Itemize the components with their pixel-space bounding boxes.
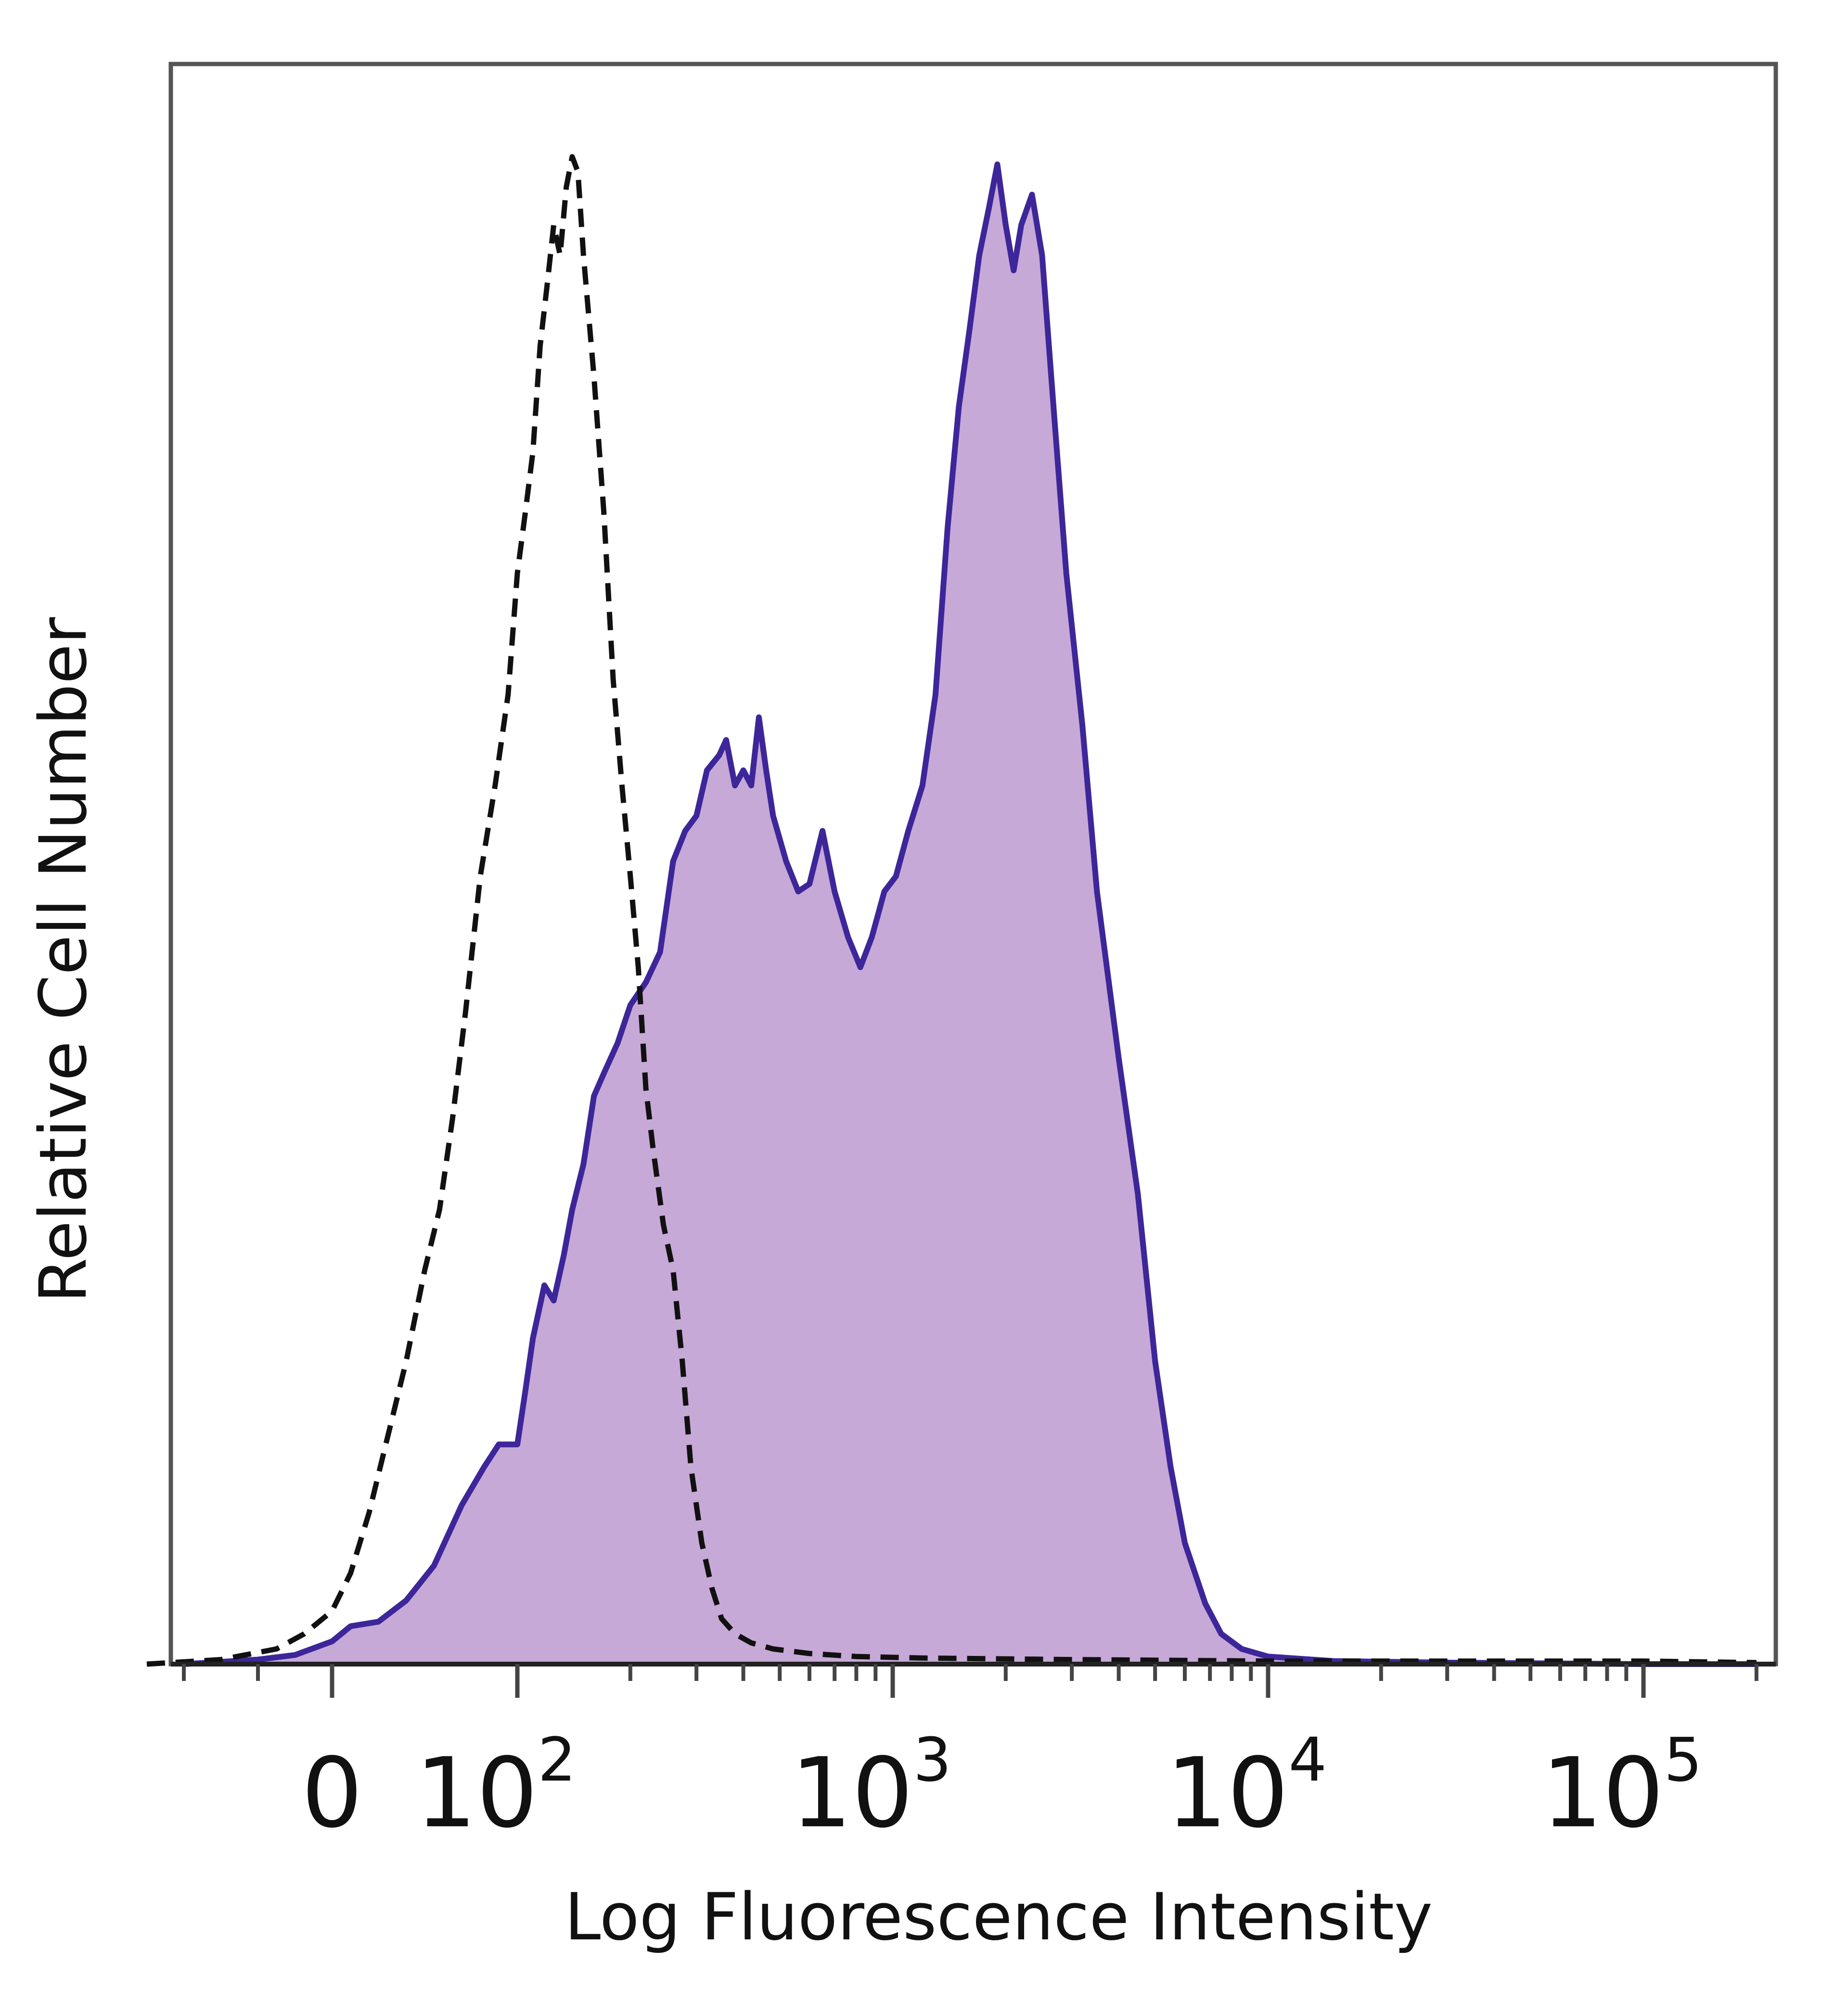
control-histogram-line: [146, 154, 1757, 1667]
y-axis-title: Relative Cell Number: [26, 617, 101, 1303]
x-tick-label: 105: [1541, 1725, 1702, 1849]
x-tick-label: 102: [415, 1725, 576, 1849]
series-layer: [146, 154, 1757, 1667]
x-tick-layer: 0 102 103 104 105: [182, 1664, 1758, 1849]
x-tick-label: 103: [791, 1725, 951, 1849]
x-tick-label: 0: [301, 1737, 362, 1849]
stained-histogram-line: [183, 161, 1757, 1667]
x-tick-label: 104: [1166, 1725, 1327, 1849]
histogram-fill-0: [184, 164, 1757, 1664]
x-axis-title: Log Fluorescence Intensity: [565, 1879, 1433, 1955]
